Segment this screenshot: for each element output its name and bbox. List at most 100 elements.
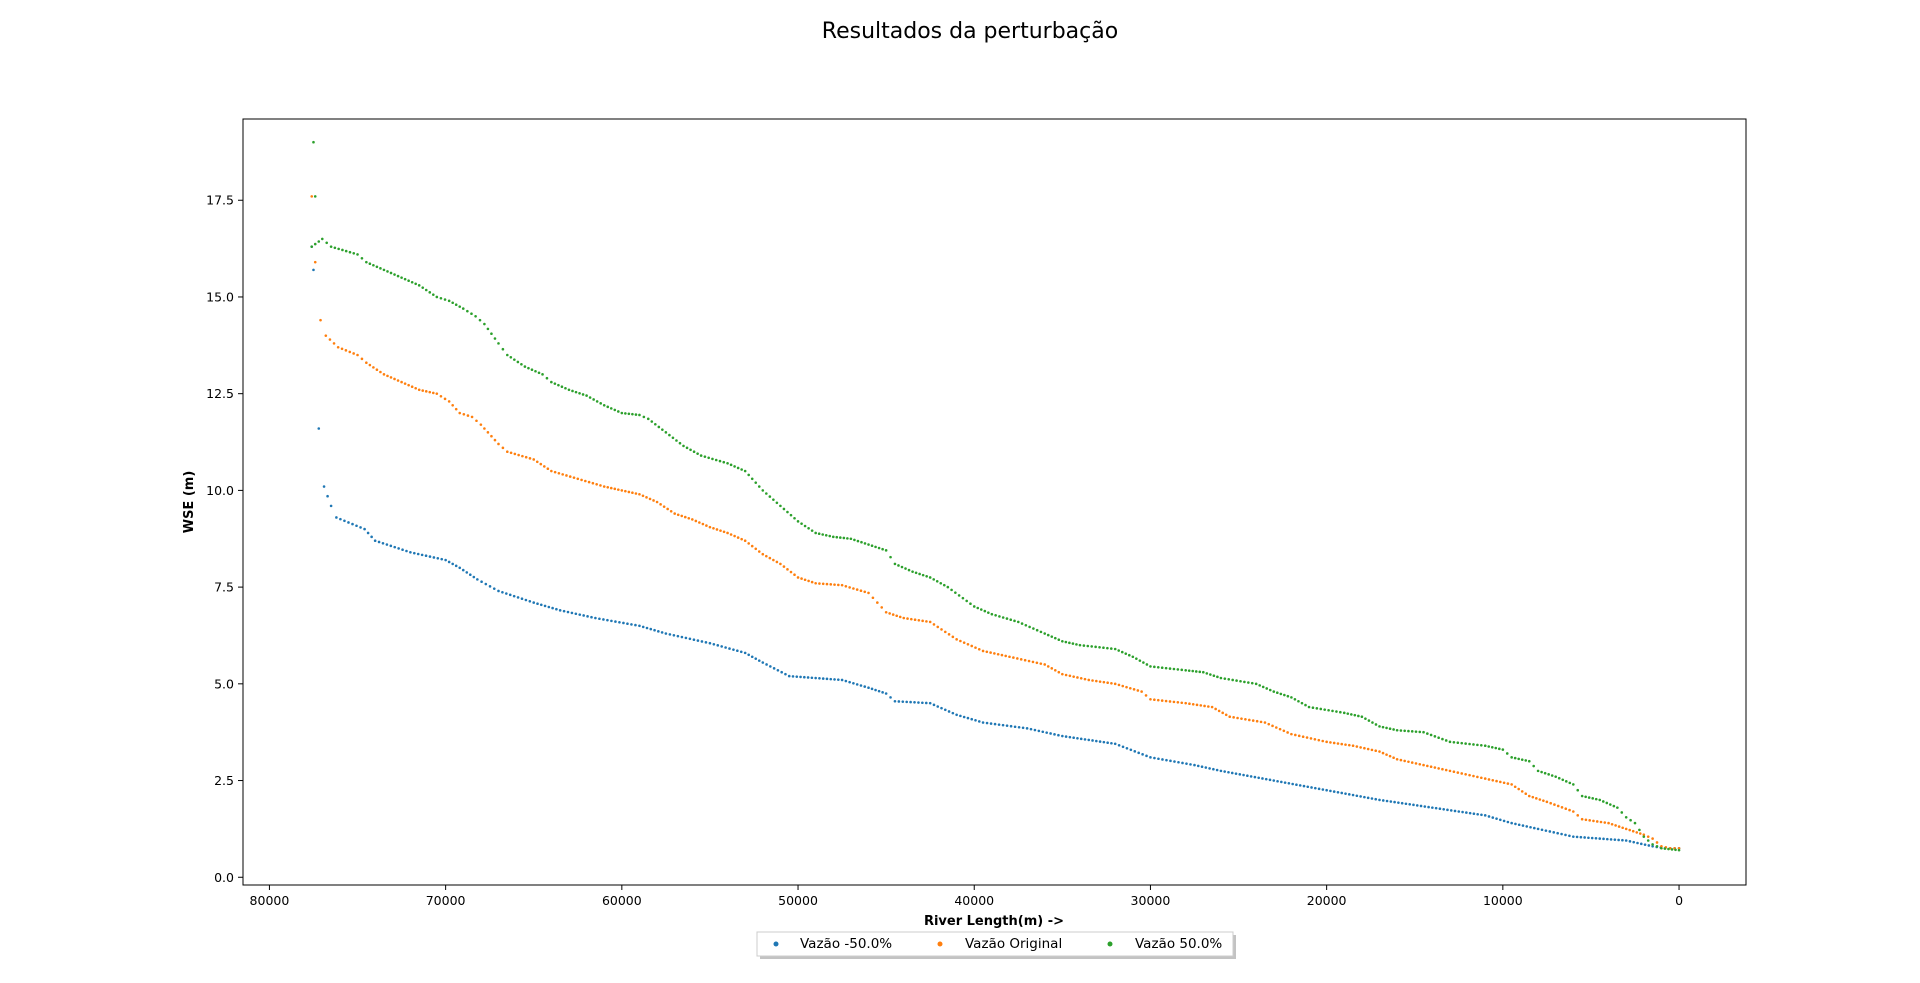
data-point-series-2 bbox=[1576, 814, 1580, 817]
data-point-series-1 bbox=[1001, 723, 1005, 727]
data-point-series-1 bbox=[660, 631, 664, 634]
data-point-series-2 bbox=[698, 521, 701, 524]
data-point-series-1 bbox=[347, 521, 350, 524]
data-point-series-1 bbox=[1552, 831, 1556, 834]
data-point-series-2 bbox=[1468, 773, 1471, 777]
data-point-series-2 bbox=[1399, 758, 1403, 762]
data-point-series-2 bbox=[1556, 804, 1560, 808]
data-point-series-3 bbox=[1319, 707, 1323, 711]
data-point-series-2 bbox=[528, 457, 532, 460]
data-point-series-1 bbox=[1193, 763, 1196, 767]
data-point-series-1 bbox=[1145, 754, 1148, 758]
data-point-series-2 bbox=[1549, 801, 1552, 805]
data-point-series-3 bbox=[1543, 771, 1547, 775]
data-point-series-1 bbox=[602, 618, 605, 621]
data-point-series-2 bbox=[768, 556, 772, 560]
data-point-series-2 bbox=[1057, 670, 1061, 674]
data-point-series-2 bbox=[319, 318, 322, 322]
data-point-series-1 bbox=[326, 494, 329, 498]
data-point-series-1 bbox=[1068, 735, 1072, 739]
data-point-series-1 bbox=[913, 701, 916, 704]
data-point-series-2 bbox=[932, 623, 936, 626]
data-point-series-3 bbox=[1513, 756, 1517, 760]
data-point-series-3 bbox=[379, 267, 382, 270]
data-point-series-1 bbox=[1472, 812, 1476, 816]
data-point-series-1 bbox=[1594, 837, 1598, 840]
data-point-series-3 bbox=[527, 366, 530, 370]
data-point-series-3 bbox=[1536, 769, 1540, 773]
data-point-series-3 bbox=[1071, 642, 1075, 645]
data-point-series-1 bbox=[1230, 771, 1234, 775]
data-point-series-3 bbox=[574, 390, 578, 394]
data-point-series-3 bbox=[1209, 673, 1212, 676]
data-point-series-1 bbox=[543, 604, 547, 608]
data-point-series-1 bbox=[590, 615, 593, 619]
data-point-series-2 bbox=[757, 550, 761, 553]
data-point-series-1 bbox=[981, 721, 985, 724]
data-point-series-3 bbox=[588, 396, 592, 399]
data-point-series-1 bbox=[1624, 839, 1628, 842]
data-point-series-1 bbox=[1129, 748, 1133, 752]
data-point-series-1 bbox=[1181, 761, 1184, 765]
data-point-series-2 bbox=[1023, 658, 1027, 662]
data-point-series-1 bbox=[397, 547, 400, 550]
data-point-series-2 bbox=[898, 615, 902, 619]
data-point-series-1 bbox=[680, 635, 684, 639]
data-point-series-2 bbox=[1248, 718, 1251, 722]
data-point-series-2 bbox=[1267, 722, 1271, 726]
data-point-series-1 bbox=[1400, 801, 1404, 805]
data-point-series-1 bbox=[1321, 788, 1325, 791]
data-point-series-2 bbox=[1329, 741, 1332, 744]
data-point-series-2 bbox=[855, 588, 859, 591]
data-point-series-3 bbox=[1315, 707, 1319, 710]
data-point-series-1 bbox=[322, 485, 326, 488]
data-point-series-1 bbox=[1041, 730, 1045, 734]
data-point-series-1 bbox=[1408, 803, 1412, 806]
data-point-series-3 bbox=[884, 549, 888, 552]
data-point-series-1 bbox=[1525, 825, 1529, 828]
data-point-series-1 bbox=[1165, 758, 1168, 762]
data-point-series-3 bbox=[736, 466, 740, 470]
data-point-series-2 bbox=[1614, 824, 1617, 827]
data-point-series-1 bbox=[1453, 809, 1457, 813]
data-point-series-1 bbox=[1446, 808, 1449, 812]
data-point-series-3 bbox=[1517, 757, 1520, 761]
data-point-series-2 bbox=[1199, 704, 1203, 707]
data-point-series-2 bbox=[1429, 765, 1433, 769]
data-point-series-3 bbox=[458, 305, 462, 308]
data-point-series-3 bbox=[1057, 638, 1061, 642]
data-point-series-1 bbox=[928, 701, 932, 705]
data-point-series-2 bbox=[962, 641, 966, 644]
data-point-series-3 bbox=[1219, 676, 1223, 680]
data-point-series-1 bbox=[317, 427, 321, 430]
data-point-series-3 bbox=[1520, 758, 1524, 761]
data-point-series-3 bbox=[414, 282, 417, 286]
data-point-series-1 bbox=[480, 580, 483, 583]
data-point-series-2 bbox=[1203, 704, 1206, 708]
data-point-series-1 bbox=[736, 649, 739, 653]
data-point-series-2 bbox=[1228, 715, 1232, 719]
data-point-series-3 bbox=[1472, 743, 1475, 746]
data-point-series-1 bbox=[780, 670, 783, 674]
data-point-series-2 bbox=[955, 638, 958, 641]
data-point-series-2 bbox=[1476, 775, 1479, 779]
data-point-series-1 bbox=[940, 706, 943, 710]
data-point-series-3 bbox=[911, 570, 914, 573]
data-point-series-1 bbox=[1548, 830, 1552, 833]
data-point-series-1 bbox=[355, 524, 358, 528]
data-point-series-1 bbox=[844, 679, 848, 683]
data-point-series-3 bbox=[466, 309, 469, 313]
data-point-series-1 bbox=[724, 646, 727, 649]
data-point-series-3 bbox=[761, 489, 765, 492]
data-point-series-1 bbox=[420, 553, 424, 557]
data-point-series-1 bbox=[1196, 764, 1200, 768]
data-point-series-3 bbox=[961, 596, 965, 600]
data-point-series-3 bbox=[396, 274, 400, 278]
data-point-series-1 bbox=[1287, 782, 1291, 785]
data-point-series-3 bbox=[421, 286, 425, 289]
data-point-series-2 bbox=[750, 544, 754, 548]
data-point-series-3 bbox=[506, 353, 509, 357]
data-point-series-2 bbox=[1351, 744, 1355, 748]
data-point-series-3 bbox=[474, 315, 477, 318]
data-point-series-2 bbox=[1584, 818, 1588, 822]
